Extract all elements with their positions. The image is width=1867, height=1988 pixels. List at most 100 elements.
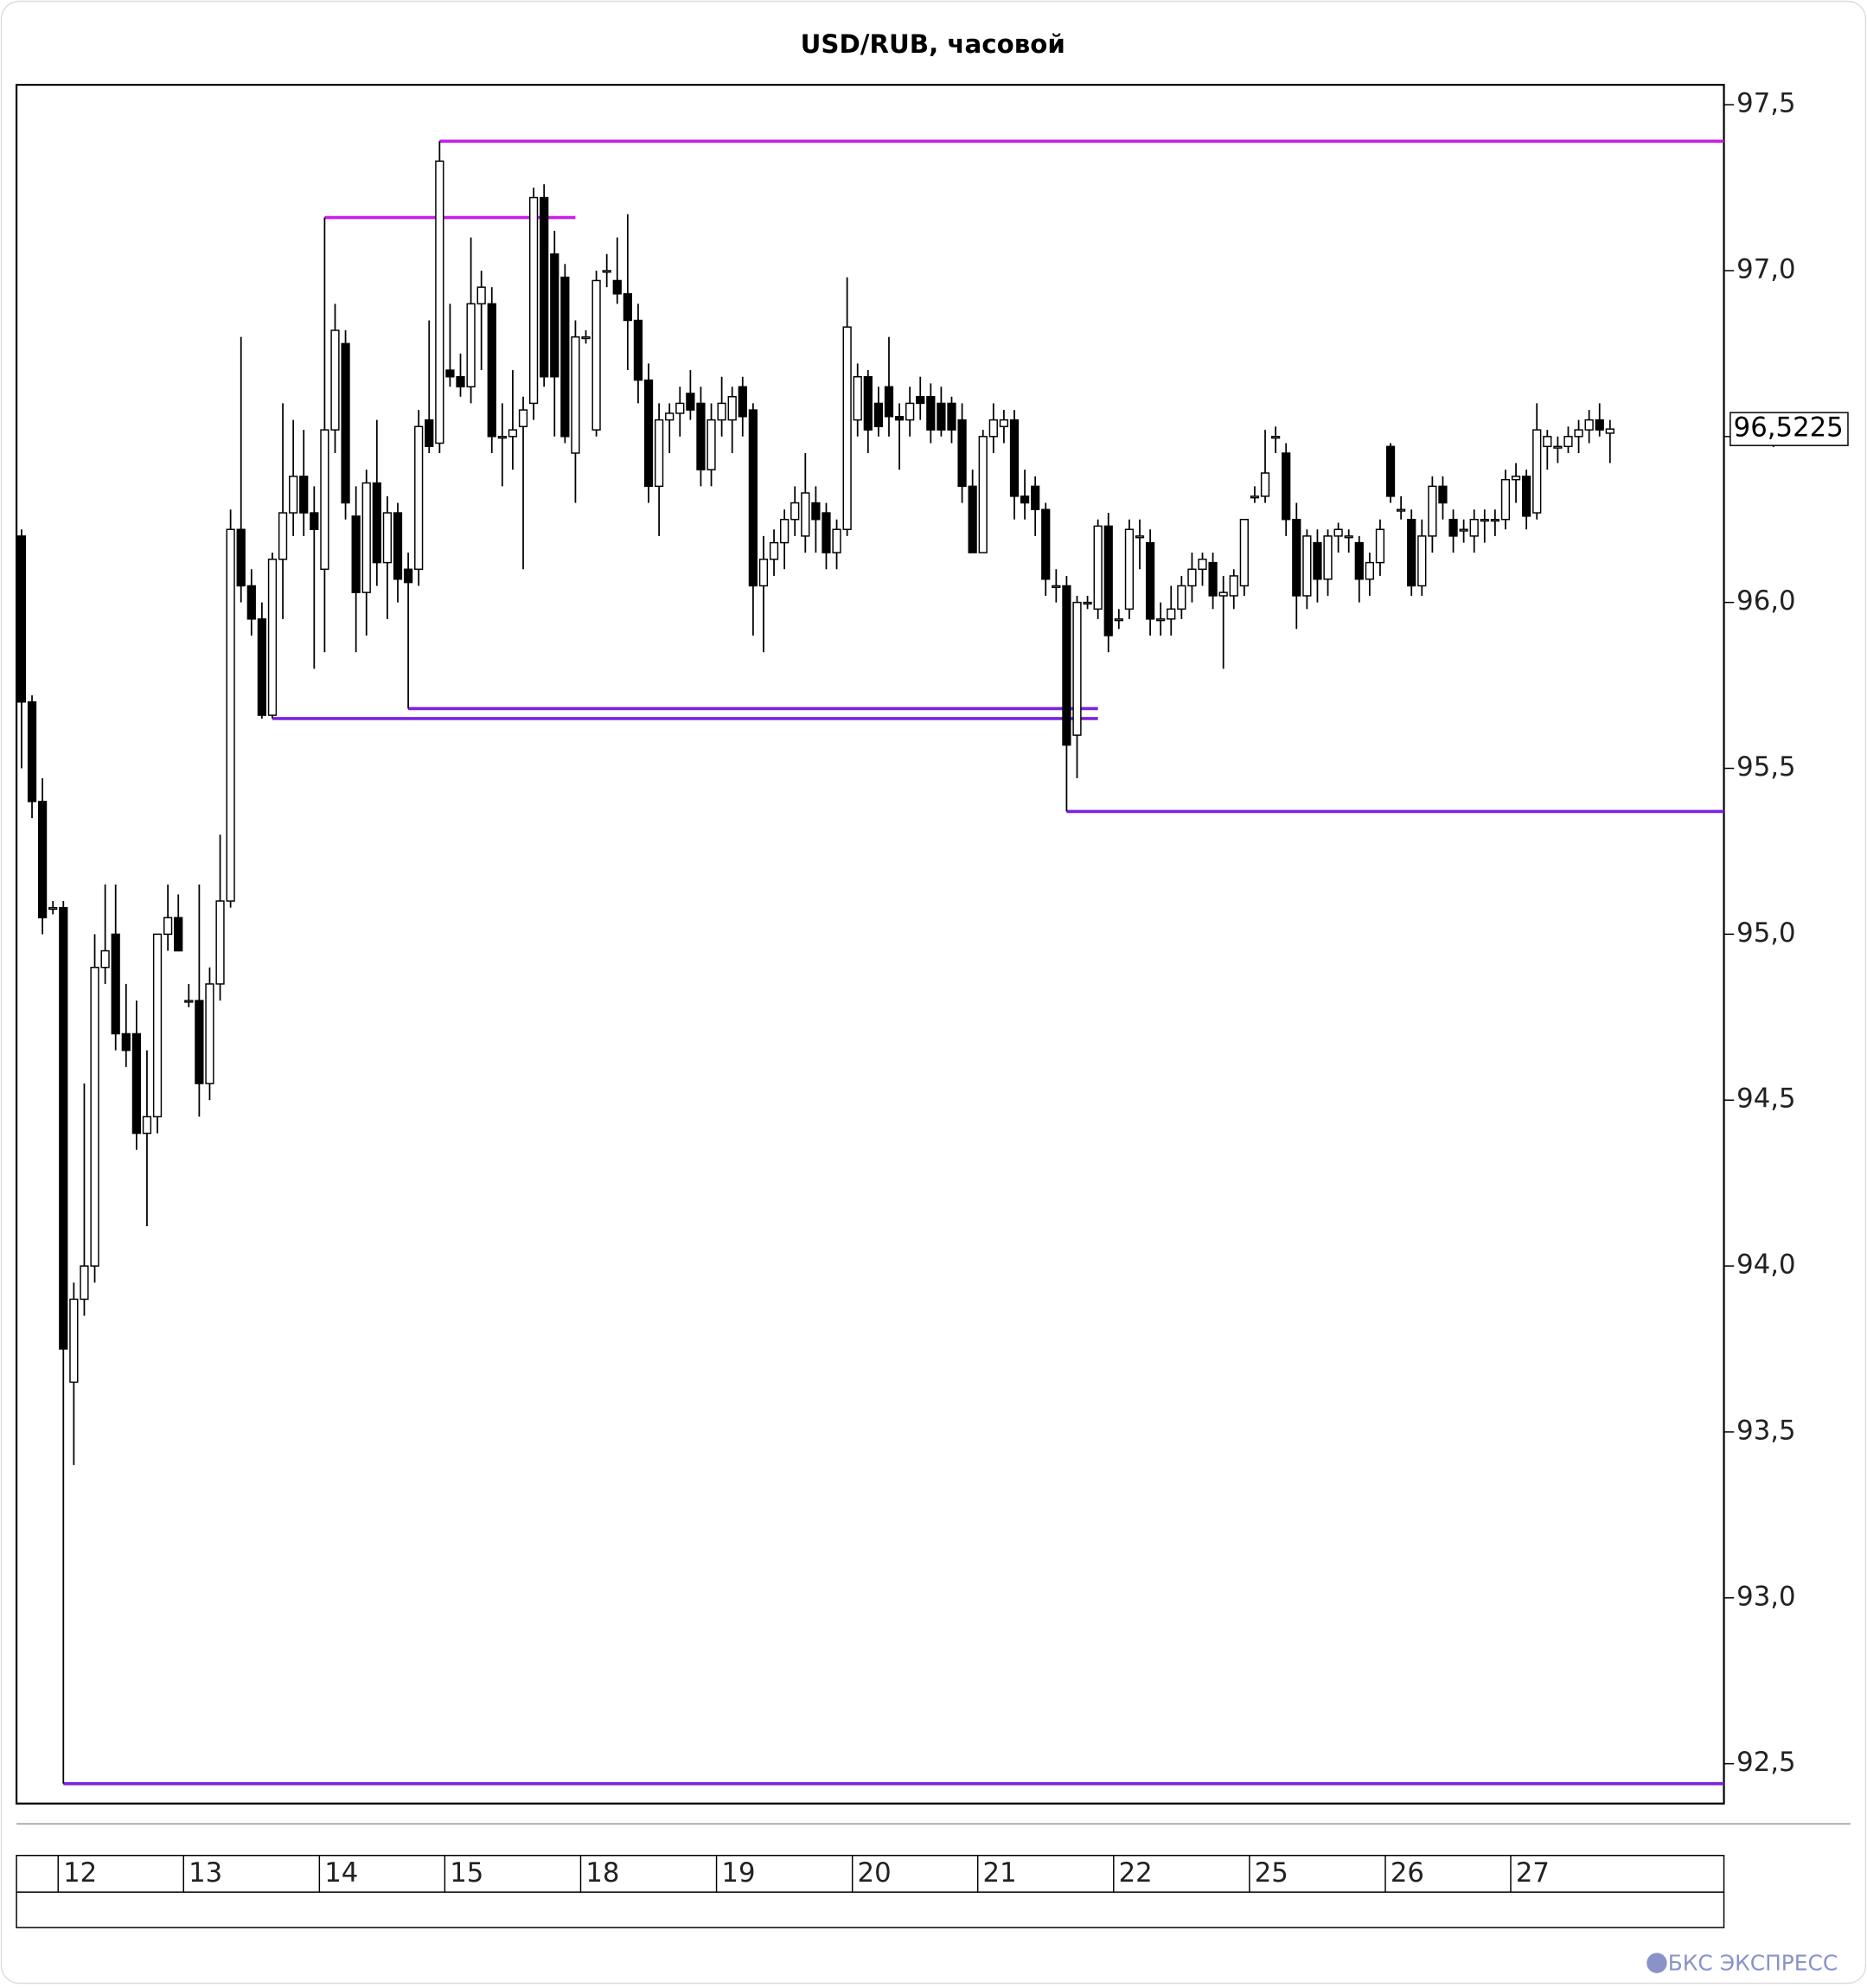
- candle-body: [1532, 429, 1542, 514]
- candle-body: [1229, 575, 1238, 597]
- x-tick-label: 14: [324, 1857, 358, 1889]
- candle-body: [1260, 472, 1270, 497]
- candle-body: [873, 402, 884, 428]
- candle-body: [811, 502, 821, 521]
- candle-body: [1313, 541, 1322, 580]
- candle-body: [131, 1032, 141, 1135]
- candle-body: [947, 402, 956, 431]
- candle-body: [163, 917, 173, 936]
- candle-body: [550, 253, 559, 378]
- candle-body: [476, 286, 486, 305]
- candle-body: [769, 541, 779, 560]
- candle-body: [361, 482, 371, 593]
- candle-body: [257, 618, 267, 716]
- candle-body: [1490, 518, 1500, 522]
- candle-body: [1041, 508, 1051, 580]
- logo-icon: [1646, 1953, 1667, 1973]
- candle-body: [299, 476, 309, 514]
- candle-body: [1093, 525, 1103, 610]
- x-tick-label: 22: [1119, 1857, 1153, 1889]
- candle-body: [675, 402, 685, 414]
- candle-body: [1145, 541, 1155, 620]
- candle-body: [456, 376, 465, 387]
- candle-body: [267, 559, 278, 716]
- candle-body: [540, 196, 549, 378]
- candle-body: [1031, 485, 1040, 510]
- candle-body: [916, 396, 925, 405]
- candle-body: [1072, 601, 1082, 736]
- candle-body: [1553, 445, 1563, 449]
- x-tick-label: 27: [1516, 1857, 1550, 1889]
- candle-body: [790, 502, 800, 521]
- candle-body: [393, 512, 403, 580]
- candle-body: [1344, 535, 1353, 539]
- candle-body: [1563, 436, 1573, 448]
- candle-body: [1480, 518, 1489, 522]
- candle-body: [236, 528, 246, 587]
- candle-body: [581, 336, 591, 340]
- candle-body: [612, 279, 622, 295]
- candle-body: [853, 376, 862, 421]
- candle-body: [1354, 541, 1364, 580]
- candle-body: [1417, 535, 1427, 587]
- candle-body: [37, 801, 48, 918]
- candle-body: [90, 967, 99, 1267]
- candle-body: [278, 512, 288, 560]
- candle-body: [602, 270, 611, 273]
- candle-body: [643, 379, 654, 488]
- candle-body: [748, 409, 758, 587]
- candle-body: [968, 485, 977, 553]
- candle-body: [1292, 518, 1301, 597]
- candle-body: [1187, 568, 1197, 587]
- last-price-label: 96,5225: [1734, 412, 1844, 444]
- candle-body: [1114, 618, 1123, 622]
- last-price-box: [1730, 412, 1849, 446]
- candle-body: [1062, 585, 1071, 746]
- candle-body: [48, 906, 58, 911]
- candle-body: [351, 515, 361, 593]
- candle-body: [1052, 585, 1061, 588]
- candle-body: [1167, 608, 1176, 620]
- candle-body: [27, 701, 37, 802]
- candle-body: [121, 1032, 131, 1052]
- candle-body: [1156, 618, 1166, 622]
- candle-body: [1522, 476, 1531, 517]
- candle-body: [1574, 429, 1583, 438]
- candle-body: [1511, 476, 1521, 481]
- candle-body: [466, 303, 476, 387]
- candle-body: [372, 482, 381, 564]
- plot-area: [15, 83, 1725, 1805]
- candle-body: [686, 393, 695, 411]
- y-tick-label: 95,0: [1736, 917, 1795, 949]
- candle-body: [69, 1298, 79, 1384]
- x-tick-label: 18: [585, 1857, 619, 1889]
- candle-body: [518, 409, 528, 428]
- candle-body: [320, 429, 329, 571]
- candle-body: [195, 1000, 204, 1084]
- candle-body: [246, 585, 256, 620]
- candle-body: [226, 528, 235, 902]
- candle-body: [1239, 518, 1249, 587]
- candle-body: [1448, 518, 1458, 537]
- candle-body: [1605, 428, 1614, 434]
- candle-body: [445, 369, 455, 378]
- candle-body: [1250, 495, 1260, 499]
- candle-body: [727, 396, 737, 421]
- candle-body: [1177, 585, 1186, 610]
- y-tick-label: 96,0: [1736, 585, 1795, 617]
- candle-body: [330, 329, 340, 431]
- candle-body: [174, 917, 183, 952]
- y-tick-label: 92,5: [1736, 1747, 1795, 1778]
- candle-body: [1397, 508, 1406, 512]
- candle-body: [571, 336, 580, 454]
- x-tick-label: 20: [858, 1857, 892, 1889]
- candle-body: [1595, 419, 1604, 431]
- candle-body: [591, 279, 601, 431]
- y-tick-label: 95,5: [1736, 751, 1795, 783]
- candle-body: [801, 492, 810, 537]
- candle-body: [560, 276, 570, 438]
- candle-body: [435, 160, 444, 444]
- candle-body: [999, 419, 1009, 428]
- candle-body: [863, 376, 873, 431]
